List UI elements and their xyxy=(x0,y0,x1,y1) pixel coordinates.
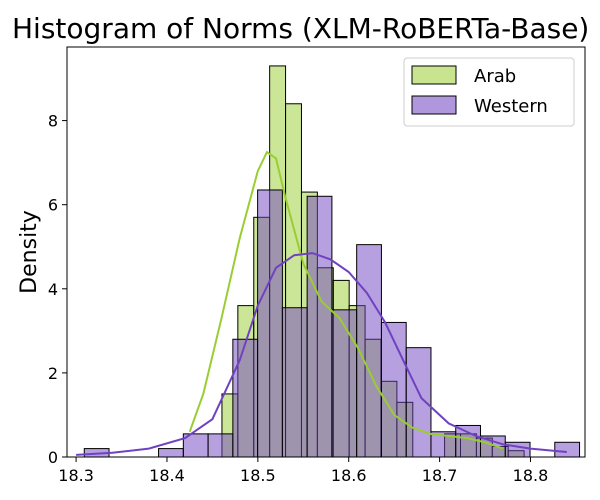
bar-western-8 xyxy=(281,307,308,458)
x-tick-label: 18.8 xyxy=(513,466,549,485)
y-tick-label: 0 xyxy=(48,448,58,467)
plot-frame xyxy=(66,46,586,458)
kde-line-western xyxy=(76,252,567,456)
bar-western-19 xyxy=(554,441,581,458)
y-tick-label: 6 xyxy=(48,196,58,215)
bar-western-6 xyxy=(232,338,259,458)
bar-western-5 xyxy=(207,433,234,458)
bar-western-12 xyxy=(380,321,407,458)
legend: Arab Western xyxy=(403,57,575,127)
bar-western-3 xyxy=(158,448,184,458)
legend-label-arab: Arab xyxy=(474,66,516,87)
bar-western-7 xyxy=(257,189,283,458)
x-tick-label: 18.6 xyxy=(331,466,367,485)
x-tick-label: 18.4 xyxy=(149,466,185,485)
x-tick-label: 18.3 xyxy=(58,466,94,485)
y-axis-label: Density xyxy=(17,210,42,294)
bar-western-9 xyxy=(306,195,333,458)
y-tick-label: 2 xyxy=(48,364,58,383)
x-tick-label: 18.5 xyxy=(240,466,276,485)
legend-label-western: Western xyxy=(474,96,548,117)
legend-swatch-western xyxy=(411,95,457,115)
plot-area xyxy=(76,65,581,458)
axis-ticks: 18.3 18.4 18.5 18.6 18.7 18.8 0 2 4 6 8 xyxy=(48,112,548,485)
y-tick-label: 8 xyxy=(48,112,58,131)
x-tick-label: 18.7 xyxy=(422,466,458,485)
legend-swatch-arab xyxy=(411,65,457,85)
y-tick-label: 4 xyxy=(48,280,58,299)
chart-title: Histogram of Norms (XLM-RoBERTa-Base) xyxy=(12,12,589,45)
bar-western-10 xyxy=(331,309,358,458)
kde-line-arab xyxy=(188,150,504,450)
